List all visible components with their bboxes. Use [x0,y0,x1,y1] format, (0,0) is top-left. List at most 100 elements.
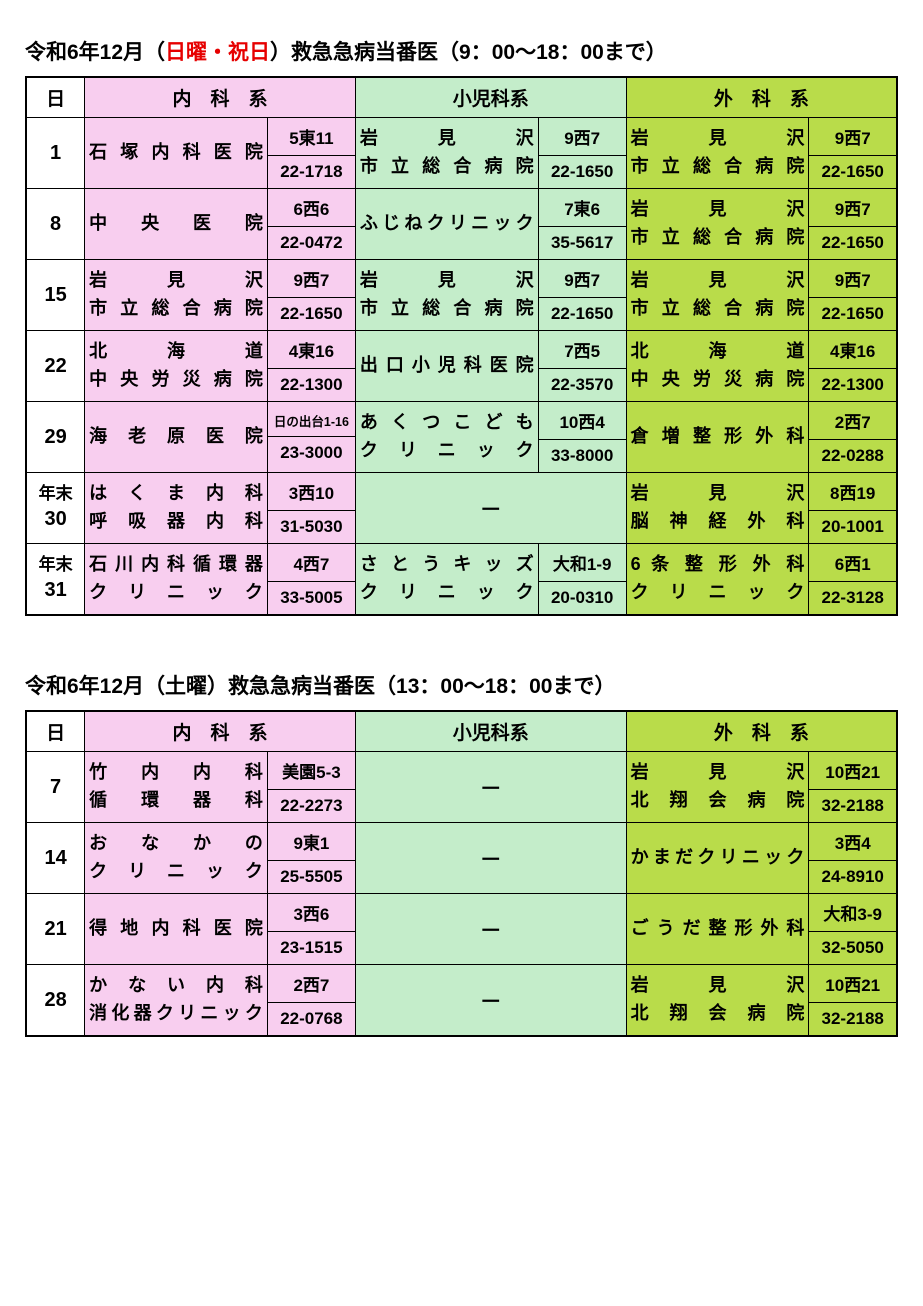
clinic-addr: 2西7 [268,965,355,1003]
hdr-shonika: 小児科系 [355,711,626,752]
no-clinic: － [355,965,626,1037]
clinic-addr: 大和1-9 [539,544,626,582]
clinic-addr: 6西6 [268,189,355,227]
day-cell: 15 [26,260,85,331]
clinic-tel: 22-1718 [268,156,355,188]
section2-title: 令和6年12月（土曜）救急急病当番医（13：00～18：00まで） [25,670,898,700]
clinic-info: 美園5-322-2273 [267,752,355,823]
clinic-addr: 10西4 [539,402,626,440]
clinic-name: は く ま 内 科呼 吸 器 内 科 [85,473,268,544]
clinic-tel: 22-1300 [809,369,896,401]
clinic-info: 9西722-1650 [809,260,897,331]
clinic-tel: 22-0472 [268,227,355,259]
clinic-info: 10西2132-2188 [809,752,897,823]
hdr-geka: 外 科 系 [626,77,897,118]
clinic-info: 9西722-1650 [809,189,897,260]
clinic-tel: 33-5005 [268,582,355,614]
section1-title: 令和6年12月（日曜・祝日）救急急病当番医（9：00～18：00まで） [25,36,898,66]
clinic-tel: 35-5617 [539,227,626,259]
clinic-tel: 22-3570 [539,369,626,401]
day-cell: 年末31 [26,544,85,616]
clinic-info: 2西722-0288 [809,402,897,473]
clinic-addr: 8西19 [809,473,896,511]
clinic-tel: 31-5030 [268,511,355,543]
clinic-tel: 22-0288 [809,440,896,472]
clinic-addr: 9西7 [809,189,896,227]
clinic-name: お な か のク リ ニ ッ ク [85,823,268,894]
clinic-info: 4西733-5005 [267,544,355,616]
clinic-info: 7東635-5617 [538,189,626,260]
no-clinic: － [355,473,626,544]
clinic-tel: 23-1515 [268,932,355,964]
clinic-addr: 2西7 [809,402,896,440]
clinic-name: 岩 見 沢市 立 総 合 病 院 [85,260,268,331]
clinic-addr: 4東16 [268,331,355,369]
hdr-day: 日 [26,711,85,752]
day-cell: 28 [26,965,85,1037]
clinic-addr: 3西6 [268,894,355,932]
clinic-addr: 9西7 [809,118,896,156]
clinic-info: 10西2132-2188 [809,965,897,1037]
table-row: 21得地内科医院3西623-1515－ごうだ整形外科大和3-932-5050 [26,894,897,965]
clinic-name: ふじねクリニック [355,189,538,260]
clinic-info: 4東1622-1300 [267,331,355,402]
table-sunday-holiday: 日 内 科 系 小児科系 外 科 系 1石塚内科医院5東1122-1718岩 見… [25,76,898,616]
table-row: 22北 海 道中 央 労 災 病 院4東1622-1300出口小児科医院7西52… [26,331,897,402]
clinic-info: 9西722-1650 [809,118,897,189]
clinic-addr: 4西7 [268,544,355,582]
clinic-addr: 10西21 [809,752,896,790]
clinic-tel: 25-5505 [268,861,355,893]
clinic-tel: 22-1650 [539,298,626,330]
clinic-tel: 22-3128 [809,582,896,614]
clinic-name: 岩 見 沢脳 神 経 外 科 [626,473,809,544]
day-cell: 29 [26,402,85,473]
day-cell: 8 [26,189,85,260]
hdr-shonika: 小児科系 [355,77,626,118]
clinic-addr: 6西1 [809,544,896,582]
clinic-info: 日の出台1-1623-3000 [267,402,355,473]
clinic-name: 岩 見 沢市 立 総 合 病 院 [355,260,538,331]
table-row: 14お な か のク リ ニ ッ ク9東125-5505－かまだクリニック3西4… [26,823,897,894]
clinic-name: 北 海 道中 央 労 災 病 院 [85,331,268,402]
t1-suffix: ）救急急病当番医（9：00～18：00まで） [270,41,667,64]
clinic-info: 10西433-8000 [538,402,626,473]
day-cell: 7 [26,752,85,823]
clinic-name: あくつこどもク リ ニ ッ ク [355,402,538,473]
day-cell: 14 [26,823,85,894]
clinic-info: 3西1031-5030 [267,473,355,544]
hdr-day: 日 [26,77,85,118]
clinic-tel: 20-1001 [809,511,896,543]
hdr-geka: 外 科 系 [626,711,897,752]
clinic-name: ごうだ整形外科 [626,894,809,965]
table-row: 1石塚内科医院5東1122-1718岩 見 沢市 立 総 合 病 院9西722-… [26,118,897,189]
table-row: 8中 央 医 院6西622-0472ふじねクリニック7東635-5617岩 見 … [26,189,897,260]
clinic-info: 3西623-1515 [267,894,355,965]
table-row: 29海 老 原 医 院日の出台1-1623-3000あくつこどもク リ ニ ッ … [26,402,897,473]
clinic-tel: 33-8000 [539,440,626,472]
header-row: 日 内 科 系 小児科系 外 科 系 [26,711,897,752]
clinic-name: 岩 見 沢市 立 総 合 病 院 [626,189,809,260]
clinic-name: 北 海 道中 央 労 災 病 院 [626,331,809,402]
day-cell: 21 [26,894,85,965]
no-clinic: － [355,823,626,894]
clinic-tel: 22-1650 [809,156,896,188]
clinic-tel: 32-2188 [809,790,896,822]
clinic-info: 6西122-3128 [809,544,897,616]
clinic-addr: 7西5 [539,331,626,369]
clinic-addr: 9西7 [809,260,896,298]
clinic-name: 海 老 原 医 院 [85,402,268,473]
clinic-name: 倉増整形外科 [626,402,809,473]
clinic-addr: 日の出台1-16 [268,405,355,437]
clinic-tel: 22-1650 [539,156,626,188]
table-saturday: 日 内 科 系 小児科系 外 科 系 7竹 内 内 科循 環 器 科美園5-32… [25,710,898,1037]
clinic-addr: 3西10 [268,473,355,511]
t1-prefix: 令和6年12月（ [25,41,165,64]
clinic-info: 2西722-0768 [267,965,355,1037]
clinic-info: 9西722-1650 [538,118,626,189]
table-row: 7竹 内 内 科循 環 器 科美園5-322-2273－岩 見 沢北 翔 会 病… [26,752,897,823]
clinic-tel: 24-8910 [809,861,896,893]
clinic-name: かまだクリニック [626,823,809,894]
clinic-info: 大和1-920-0310 [538,544,626,616]
hdr-naika: 内 科 系 [85,711,356,752]
clinic-addr: 9東1 [268,823,355,861]
